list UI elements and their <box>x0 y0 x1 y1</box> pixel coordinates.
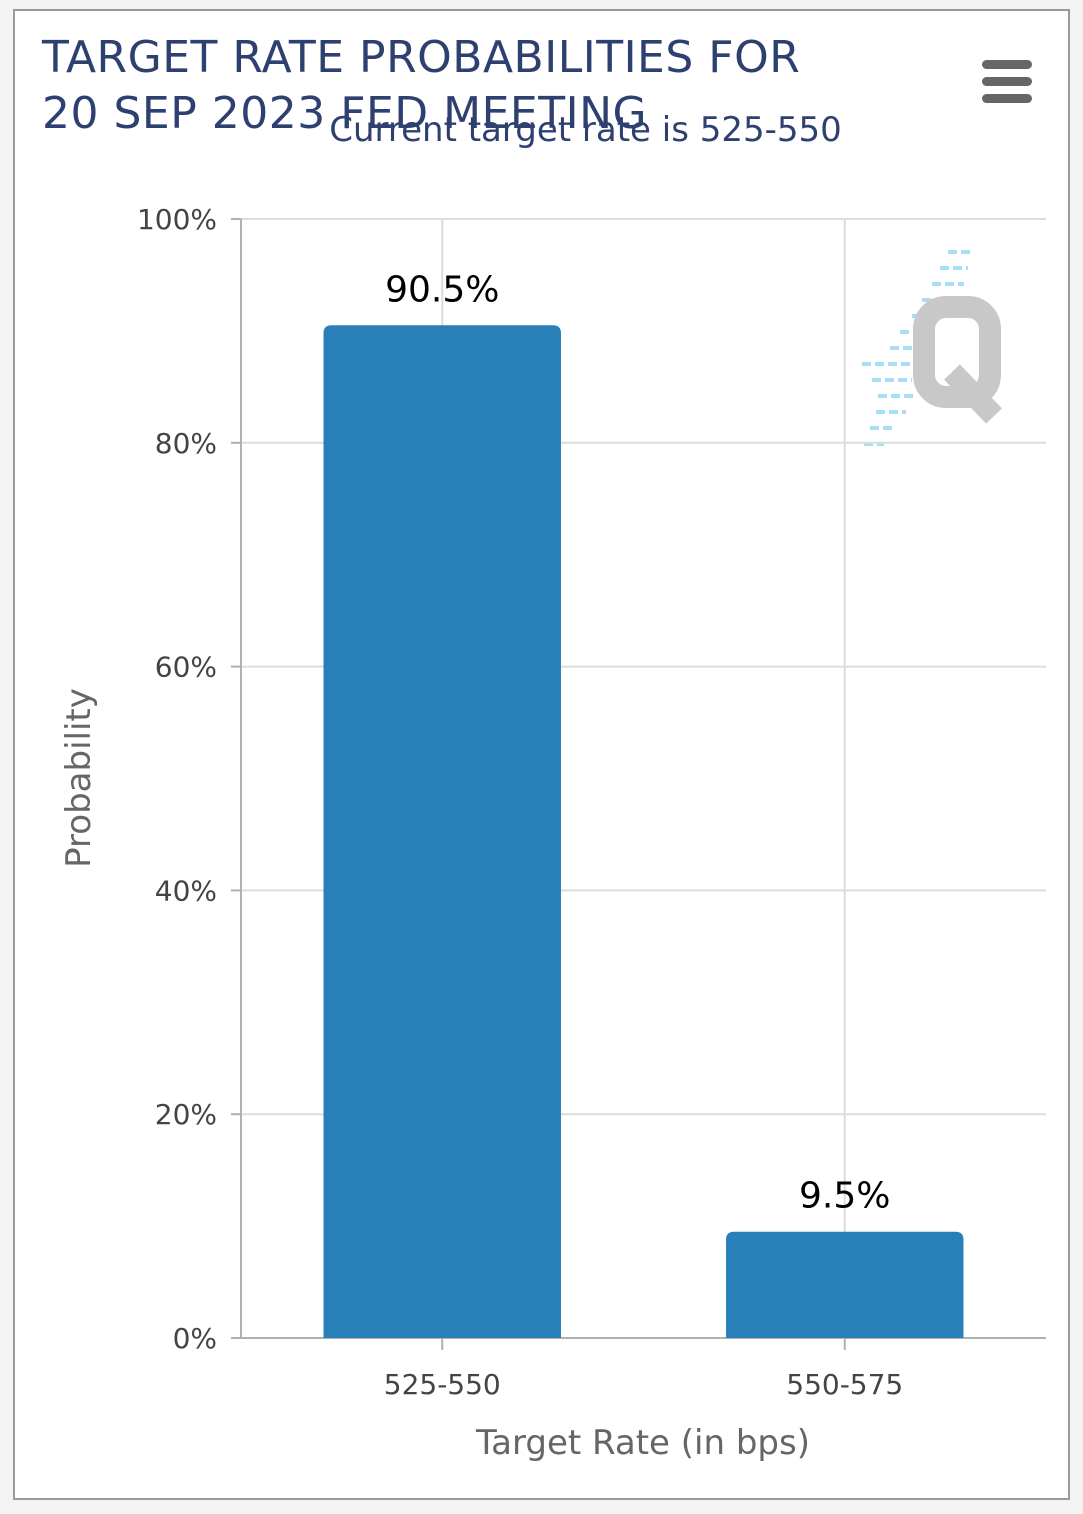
menu-line <box>982 77 1032 86</box>
bar-550-575 <box>726 1231 964 1338</box>
menu-line <box>982 94 1032 103</box>
x-tick-label: 550-575 <box>786 1368 903 1401</box>
data-labels: 90.5% 9.5% <box>385 269 890 1216</box>
y-tick-label: 40% <box>155 874 217 907</box>
data-label: 90.5% <box>385 269 499 310</box>
chart-subtitle: Current target rate is 525-550 <box>329 110 842 150</box>
y-tick-label: 20% <box>155 1098 217 1131</box>
bar-525-550 <box>323 325 561 1338</box>
watermark-logo-icon <box>862 250 1002 446</box>
y-axis-title: Probability <box>59 688 99 868</box>
menu-line <box>982 60 1032 69</box>
y-axis-tick-labels: 0% 20% 40% 60% 80% 100% <box>137 203 217 1355</box>
y-tick-label: 60% <box>155 651 217 684</box>
y-tick-label: 0% <box>173 1322 217 1355</box>
x-axis-tick-labels: 525-550 550-575 <box>384 1338 903 1401</box>
y-tick-label: 80% <box>155 427 217 460</box>
y-tick-label: 100% <box>137 203 217 236</box>
hamburger-menu-icon[interactable] <box>978 58 1036 106</box>
data-label: 9.5% <box>799 1176 890 1217</box>
x-axis-title: Target Rate (in bps) <box>475 1423 810 1463</box>
x-tick-label: 525-550 <box>384 1368 501 1401</box>
chart-title: TARGET RATE PROBABILITIES FOR 20 SEP 202… <box>42 32 801 139</box>
bar-series <box>323 325 964 1338</box>
